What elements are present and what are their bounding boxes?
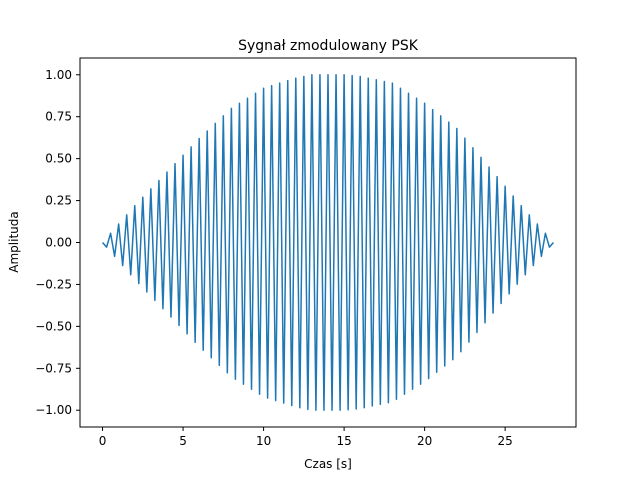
x-tick-label: 15 — [336, 434, 351, 448]
x-axis-title: Czas [s] — [304, 457, 352, 471]
y-tick-label: −0.75 — [35, 361, 72, 375]
y-tick-label: 0.25 — [45, 194, 72, 208]
x-tick-label: 5 — [179, 434, 187, 448]
y-tick-label: −0.50 — [35, 319, 72, 333]
x-tick-label: 0 — [99, 434, 107, 448]
y-tick-label: 0.00 — [45, 236, 72, 250]
y-tick-label: −0.25 — [35, 277, 72, 291]
y-tick-label: 0.50 — [45, 152, 72, 166]
x-tick-label: 25 — [498, 434, 513, 448]
series-line-group — [101, 74, 555, 411]
y-tick-label: 0.75 — [45, 110, 72, 124]
chart-title: Sygnał zmodulowany PSK — [238, 38, 419, 54]
x-tick-label: 10 — [256, 434, 271, 448]
y-tick-label: −1.00 — [35, 403, 72, 417]
x-axis-ticks: 0 5 10 15 20 25 — [99, 427, 513, 448]
y-tick-label: 1.00 — [45, 68, 72, 82]
x-tick-label: 20 — [417, 434, 432, 448]
y-axis-ticks: −1.00 −0.75 −0.50 −0.25 0.00 0.25 0.50 0.75 1.00 — [35, 68, 80, 417]
series-line — [101, 74, 555, 411]
y-axis-title: Amplituda — [7, 211, 21, 272]
